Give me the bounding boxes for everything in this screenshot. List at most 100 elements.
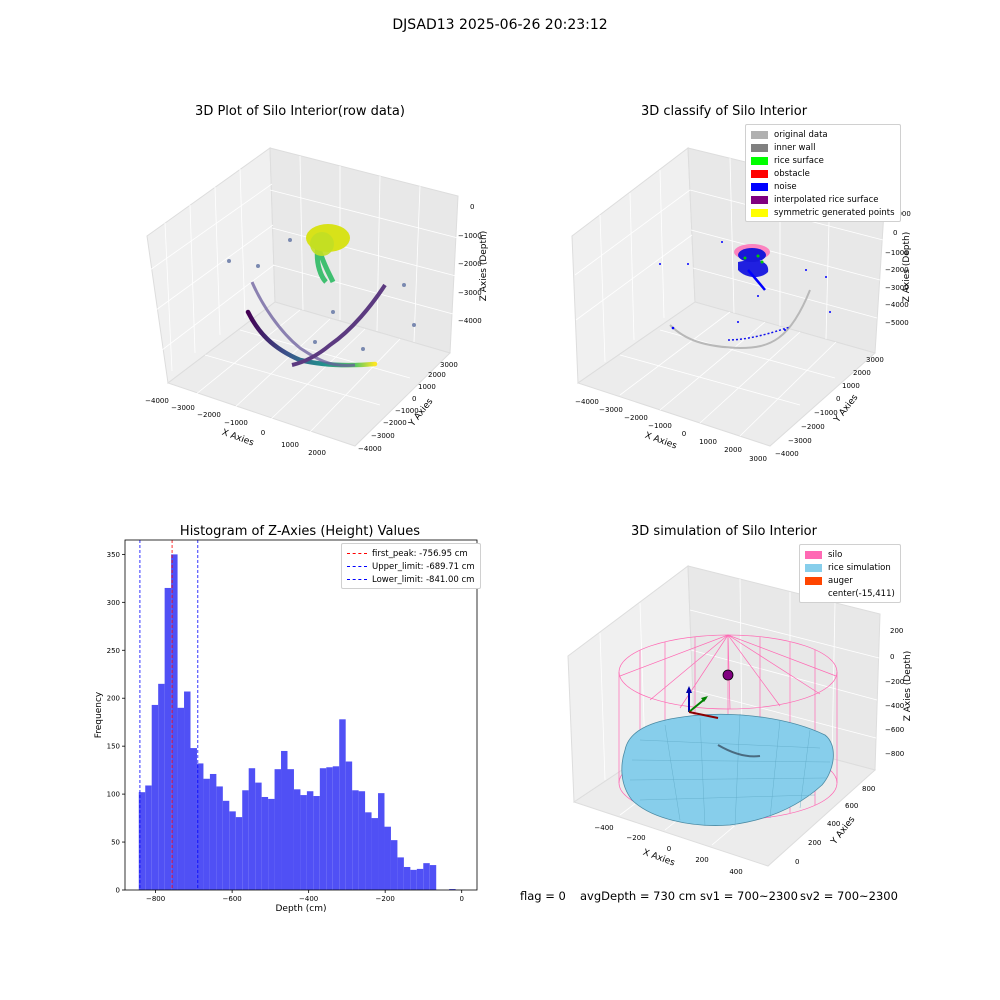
- histogram-bar: [339, 719, 346, 890]
- classify-ztick: 1000: [893, 210, 911, 218]
- sim-ztick: 0: [890, 653, 894, 661]
- histogram-bar: [326, 767, 333, 890]
- sim-xtick: 400: [729, 868, 742, 876]
- classify-xtick: −4000: [575, 398, 599, 406]
- legend-label: first_peak: -756.95 cm: [372, 548, 468, 559]
- sim-xtick: 200: [695, 856, 708, 864]
- classify-ytick: −4000: [775, 450, 799, 458]
- classify-xtick: 0: [682, 430, 686, 438]
- legend-label: silo: [828, 549, 843, 560]
- raw-ytick: 1000: [418, 383, 436, 391]
- legend-label: auger: [828, 575, 853, 586]
- histogram-legend: first_peak: -756.95 cm Upper_limit: -689…: [341, 543, 481, 589]
- classify-ytick: 3000: [866, 356, 884, 364]
- raw-ytick: −4000: [358, 445, 382, 453]
- histogram-frame: [124, 539, 478, 891]
- raw-ytick: 3000: [440, 361, 458, 369]
- histogram-axes: −800 −600 −400 −200 0 050100150200250300350 …: [94, 539, 478, 914]
- raw-arc-left: [250, 281, 356, 368]
- legend-swatch: [805, 590, 822, 598]
- histogram-title: Histogram of Z-Axies (Height) Values: [179, 524, 421, 539]
- histogram-ytick-label: 350: [107, 551, 120, 559]
- raw-outliers: [227, 238, 416, 351]
- legend-swatch: [751, 169, 768, 178]
- classify-xtick: 3000: [749, 455, 767, 463]
- classify-noise-arc: [727, 326, 791, 341]
- classify-ytick: 1000: [842, 382, 860, 390]
- legend-label: noise: [774, 181, 797, 192]
- histogram-xtick-label: −400: [299, 895, 318, 903]
- sim-ztick: −200: [885, 678, 904, 686]
- histogram-bar: [151, 704, 159, 890]
- histogram-bar: [196, 763, 204, 890]
- histogram-ytick-label: 150: [107, 743, 120, 751]
- classify-xtick: −3000: [599, 406, 623, 414]
- legend-entry: rice simulation: [805, 561, 895, 574]
- histogram-bar: [384, 826, 391, 890]
- legend-swatch: [751, 195, 768, 204]
- raw-xtick: −2000: [197, 411, 221, 419]
- legend-entry: noise: [751, 180, 895, 193]
- histogram-xtick-label: −200: [376, 895, 395, 903]
- raw-xtick: −3000: [171, 404, 195, 412]
- histogram-bar: [358, 791, 366, 890]
- legend-label: Lower_limit: -841.00 cm: [372, 574, 475, 585]
- histogram-ytick-label: 100: [107, 791, 120, 799]
- histogram-bar: [235, 817, 243, 890]
- histogram-bar: [293, 789, 301, 890]
- raw-plot-title: 3D Plot of Silo Interior(row data): [195, 104, 405, 119]
- footer-flag: flag = 0: [520, 889, 566, 903]
- footer-sv2: sv2 = 700~2300: [800, 889, 898, 903]
- legend-entry: obstacle: [751, 167, 895, 180]
- raw-xlabel: X Axies: [220, 428, 255, 449]
- legend-entry: symmetric generated points: [751, 206, 895, 219]
- figure-title: DJSAD13 2025-06-26 20:23:12: [392, 17, 608, 33]
- legend-swatch: [805, 576, 822, 585]
- classify-xlabel: X Axies: [643, 431, 678, 452]
- classify-pane-floor: [576, 301, 877, 447]
- legend-label: center(-15,411): [828, 588, 895, 599]
- classify-ztick: −2000: [885, 266, 909, 274]
- legend-entry: Upper_limit: -689.71 cm: [347, 560, 475, 573]
- histogram-bar: [171, 554, 178, 890]
- legend-label: inner wall: [774, 142, 816, 153]
- sim-ytick: 200: [808, 839, 821, 847]
- simulation-3d-axes: −400 −200 0 200 400 0 200 400 600 800 20…: [567, 565, 913, 876]
- legend-label: symmetric generated points: [774, 207, 895, 218]
- sim-ytick: 0: [795, 858, 799, 866]
- raw-xtick: 1000: [281, 441, 299, 449]
- histogram-bar: [177, 707, 185, 890]
- histogram-bar: [352, 790, 359, 890]
- raw-xtick: 0: [261, 429, 265, 437]
- sim-ztick: −600: [885, 726, 904, 734]
- legend-entry: center(-15,411): [805, 587, 895, 600]
- classify-xtick: 2000: [724, 446, 742, 454]
- raw-3d-axes: −4000 −3000 −2000 −1000 0 1000 2000 −400…: [145, 147, 489, 457]
- classify-ytick: −3000: [788, 437, 812, 445]
- sim-ytick: 600: [845, 802, 858, 810]
- histogram-bar: [397, 857, 404, 890]
- classify-rice-cluster: [738, 260, 769, 278]
- histogram-bar: [242, 790, 249, 890]
- histogram-bar: [403, 866, 411, 890]
- classify-xtick: 1000: [699, 438, 717, 446]
- histogram-bar: [300, 795, 307, 890]
- classify-xtick: −1000: [648, 422, 672, 430]
- histogram-bar: [261, 796, 269, 890]
- histogram-ytick-label: 250: [107, 647, 120, 655]
- histogram-yticks: 0 50 100 150 200 250 300 350: [107, 551, 125, 895]
- classify-noise-points: [659, 241, 831, 331]
- raw-ztick: −4000: [458, 317, 482, 325]
- legend-swatch: [751, 143, 768, 152]
- sim-ztick: −400: [885, 702, 904, 710]
- raw-ytick: 2000: [428, 371, 446, 379]
- sim-ztick: 200: [890, 627, 903, 635]
- histogram-bar: [429, 865, 437, 890]
- histogram-bar: [345, 761, 353, 890]
- histogram-bar: [138, 792, 146, 890]
- legend-label: original data: [774, 129, 828, 140]
- classify-ztick: −3000: [885, 284, 909, 292]
- histogram-bar: [145, 785, 152, 890]
- legend-line: [347, 566, 367, 567]
